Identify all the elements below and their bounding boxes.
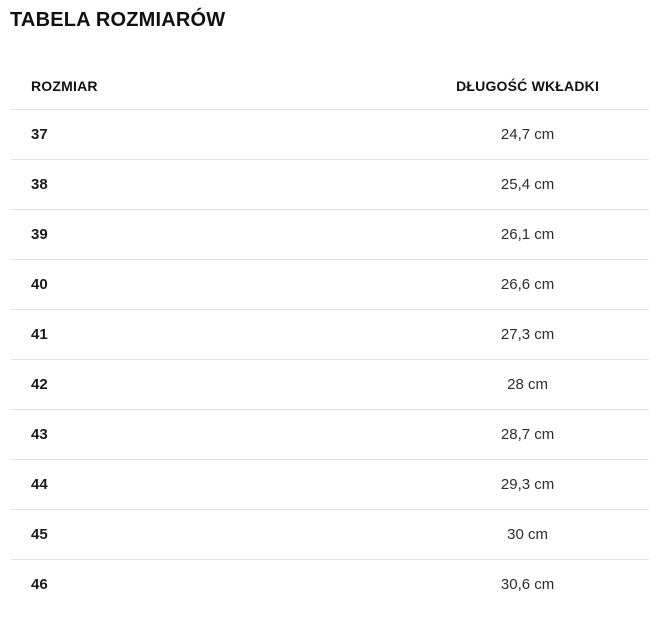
table-row: 44 29,3 cm (10, 459, 649, 510)
insole-length-value: 27,3 cm (406, 309, 649, 360)
header-row: ROZMIAR DŁUGOŚĆ WKŁADKI (10, 65, 649, 110)
table-row: 46 30,6 cm (10, 560, 649, 610)
size-table-body: 37 24,7 cm 38 25,4 cm 39 26,1 cm 40 26,6… (10, 109, 649, 610)
table-row: 38 25,4 cm (10, 159, 649, 210)
insole-length-value: 28,7 cm (406, 409, 649, 460)
insole-length-value: 30 cm (406, 509, 649, 560)
size-value: 45 (10, 509, 407, 560)
size-value: 42 (10, 359, 407, 410)
table-row: 42 28 cm (10, 359, 649, 410)
size-table-header: ROZMIAR DŁUGOŚĆ WKŁADKI (10, 65, 649, 110)
page-title: TABELA ROZMIARÓW (10, 9, 226, 31)
column-header-size: ROZMIAR (10, 65, 407, 110)
table-row: 39 26,1 cm (10, 209, 649, 260)
size-value: 39 (10, 209, 407, 260)
column-header-insole-length: DŁUGOŚĆ WKŁADKI (406, 65, 649, 110)
table-row: 37 24,7 cm (10, 109, 649, 160)
table-row: 41 27,3 cm (10, 309, 649, 360)
size-value: 46 (31, 576, 48, 594)
insole-length-value: 30,6 cm (500, 576, 555, 594)
insole-length-value: 26,1 cm (406, 209, 649, 260)
size-value: 37 (10, 109, 407, 160)
insole-length-value: 26,6 cm (406, 259, 649, 310)
size-value: 43 (10, 409, 407, 460)
insole-length-value: 29,3 cm (406, 459, 649, 510)
size-table: ROZMIAR DŁUGOŚĆ WKŁADKI 37 24,7 cm 38 25… (10, 65, 649, 610)
table-row: 40 26,6 cm (10, 259, 649, 310)
size-value: 44 (10, 459, 407, 510)
insole-length-value: 25,4 cm (406, 159, 649, 210)
size-value: 40 (10, 259, 407, 310)
size-value: 38 (10, 159, 407, 210)
insole-length-value: 24,7 cm (406, 109, 649, 160)
size-value: 41 (10, 309, 407, 360)
insole-length-value: 28 cm (406, 359, 649, 410)
table-row: 45 30 cm (10, 509, 649, 560)
table-row: 43 28,7 cm (10, 409, 649, 460)
